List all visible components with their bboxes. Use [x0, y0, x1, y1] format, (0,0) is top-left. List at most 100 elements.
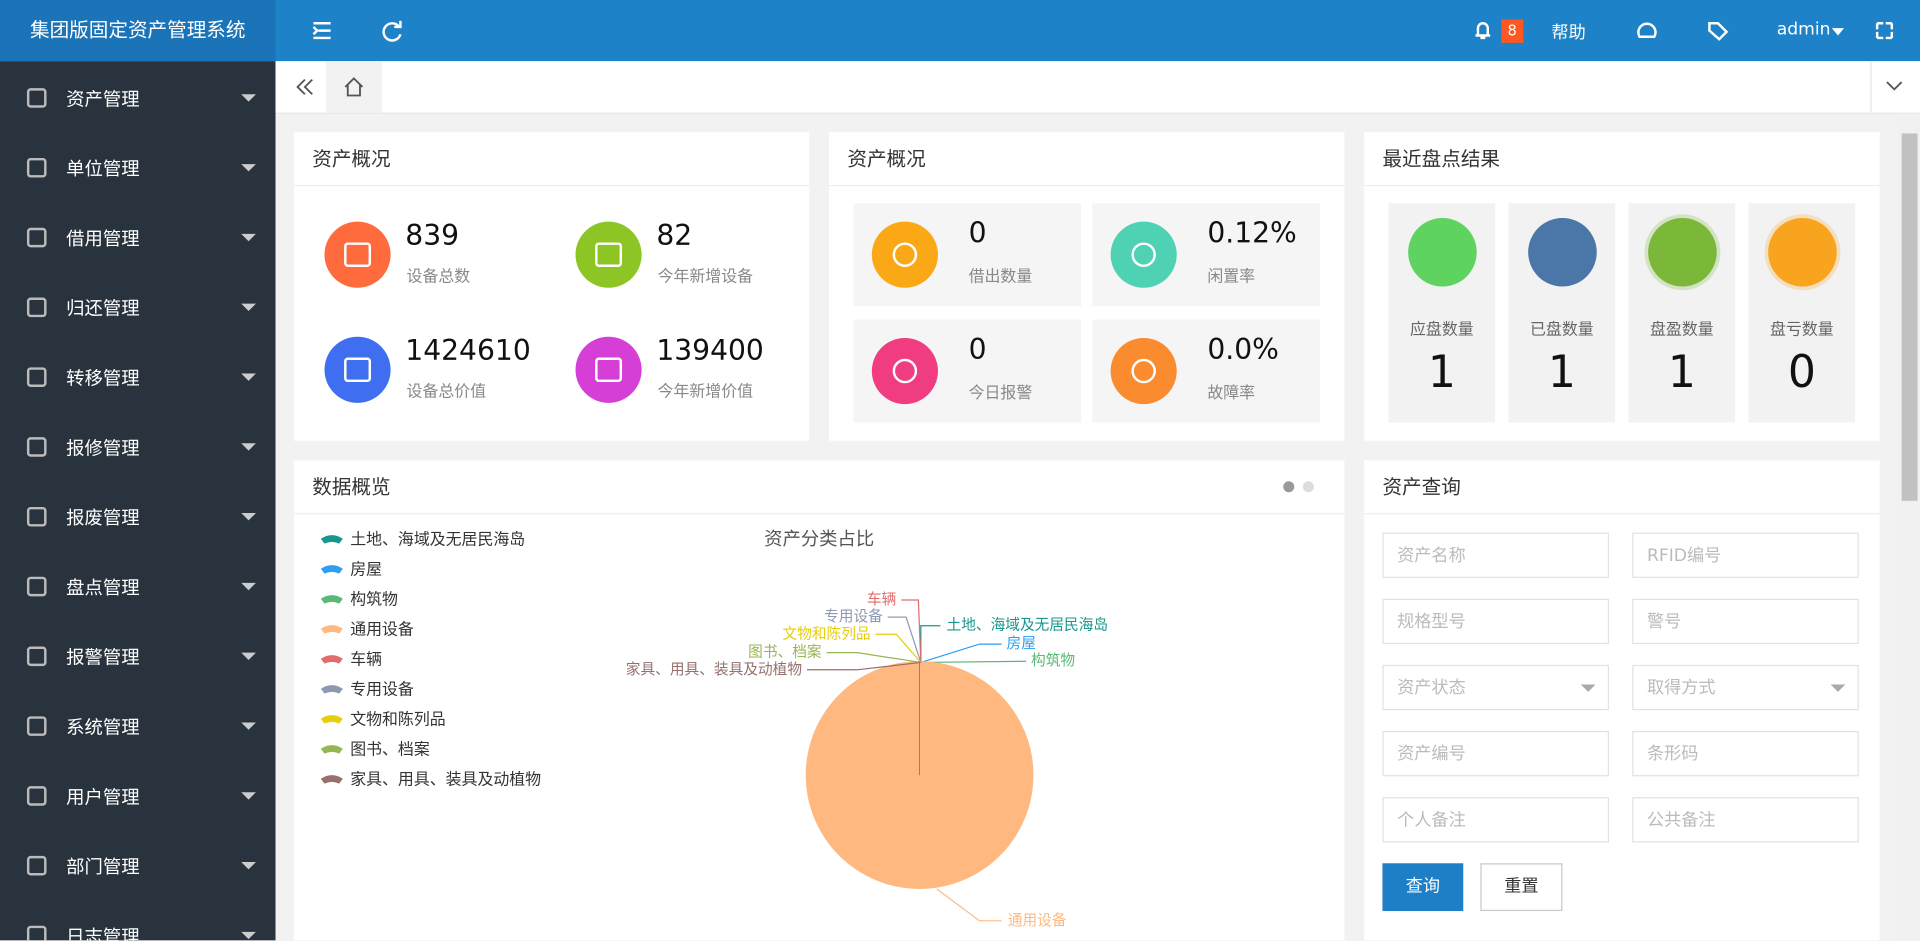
refresh[interactable] [382, 20, 402, 42]
stat-value: 839 [405, 220, 460, 253]
menu-item[interactable]: 日志管理 [0, 900, 276, 941]
carousel-dot[interactable] [1302, 481, 1314, 493]
stat-icon-glyph [892, 358, 918, 384]
inventory-label: 应盘数量 [1409, 320, 1474, 340]
legend-swatch [320, 565, 343, 574]
menu-item[interactable]: 部门管理 [0, 830, 276, 900]
tab-more[interactable] [1886, 81, 1903, 91]
stat-value: 0.12% [1207, 217, 1297, 250]
input-field[interactable]: 资产名称 [1382, 532, 1609, 578]
legend-swatch [320, 685, 343, 694]
menu-icon [26, 576, 47, 597]
panel-title: 最近盘点结果 [1364, 132, 1880, 187]
menu-caret [241, 233, 256, 242]
reset-button[interactable]: 重置 [1480, 863, 1563, 912]
bell[interactable] [1475, 22, 1491, 40]
inventory-label: 盘盈数量 [1649, 320, 1714, 340]
legend-label: 构筑物 [350, 590, 398, 609]
leader-line [901, 599, 922, 663]
legend-label: 车辆 [350, 650, 382, 669]
inventory-icon [1528, 217, 1597, 287]
input-field[interactable]: 警号 [1632, 598, 1859, 645]
stat-icon [575, 336, 642, 403]
menu-caret [241, 443, 256, 451]
menu-item[interactable]: 报警管理 [0, 621, 276, 691]
menu-icon [26, 855, 47, 876]
user[interactable]: admin [1776, 19, 1831, 40]
menu-item[interactable]: 资产管理 [0, 62, 276, 132]
menu-caret [241, 582, 256, 591]
theme[interactable] [1637, 22, 1657, 38]
legend-label: 通用设备 [350, 620, 414, 639]
menu-label: 系统管理 [66, 716, 140, 739]
menu-label: 资产管理 [66, 88, 140, 111]
search-button[interactable]: 查询 [1382, 863, 1464, 912]
leader-line [887, 616, 922, 663]
menu-item[interactable]: 盘点管理 [0, 551, 276, 621]
stat-icon [324, 336, 391, 403]
fullscreen[interactable] [1875, 22, 1894, 40]
query-panel: 资产查询 资产名称 RFID编号 规格型号 警号 资产状态 取得方式 资产编号 条形码 个人备注公… [1364, 460, 1880, 941]
legend-swatch [320, 535, 343, 544]
inventory-icon [1408, 217, 1477, 287]
chart-title: 资产分类占比 [764, 529, 874, 550]
leader-line [875, 633, 922, 663]
menu-caret [241, 513, 256, 521]
stat-label: 借出数量 [968, 268, 1033, 287]
leader-line [826, 652, 921, 664]
stat-value: 1424610 [405, 335, 531, 368]
menu-item[interactable]: 报修管理 [0, 411, 276, 481]
input-field[interactable]: 个人备注 [1382, 797, 1609, 843]
input-field[interactable]: 规格型号 [1382, 598, 1609, 645]
leader-line [920, 643, 1002, 664]
menu-item[interactable]: 报废管理 [0, 481, 276, 551]
menu-icon [26, 716, 47, 736]
menu-item[interactable]: 归还管理 [0, 272, 276, 342]
input-field[interactable]: 资产编号 [1382, 731, 1609, 777]
menu-toggle[interactable] [312, 22, 331, 40]
legend-swatch [320, 595, 343, 604]
legend-swatch [320, 775, 343, 784]
menu-item[interactable]: 转移管理 [0, 342, 276, 412]
collapse[interactable] [296, 78, 313, 95]
legend-swatch [320, 745, 343, 754]
stat-label: 设备总数 [406, 268, 471, 287]
input-field[interactable]: 资产状态 [1382, 664, 1609, 711]
menu-item[interactable]: 用户管理 [0, 760, 276, 830]
stat-value: 0 [968, 217, 987, 250]
input-field[interactable]: RFID编号 [1632, 532, 1859, 578]
stat-label: 今日报警 [968, 384, 1033, 403]
menu-label: 报修管理 [66, 437, 140, 460]
input-field[interactable]: 公共备注 [1632, 797, 1859, 843]
carousel-dot[interactable] [1283, 481, 1295, 493]
menu-item[interactable]: 系统管理 [0, 691, 276, 761]
leader-line [936, 888, 1002, 922]
tag[interactable] [1708, 22, 1729, 41]
input-field[interactable]: 取得方式 [1632, 664, 1859, 711]
sidebar: 资产管理单位管理 借用管理 归还管理 转移管理报修管理报废管理 盘点管理 报警管理系统管理… [0, 61, 276, 941]
slice-label: 构筑物 [1031, 652, 1075, 669]
menu-caret [241, 303, 256, 312]
app-title: 集团版固定资产管理系统 [0, 0, 276, 62]
menu-item[interactable]: 单位管理 [0, 132, 276, 202]
stat-icon-glyph [1131, 242, 1156, 267]
menu-caret [241, 862, 256, 870]
scrollbar [1899, 113, 1920, 941]
home-icon [344, 77, 364, 97]
tab-icons [296, 61, 1903, 113]
input-field[interactable]: 条形码 [1632, 731, 1859, 777]
stat-icon-glyph [344, 242, 372, 267]
leader-line [920, 660, 1027, 664]
inventory-label: 盘亏数量 [1769, 320, 1834, 340]
stat-icon-glyph [1131, 358, 1156, 384]
help[interactable]: 帮助 [1551, 23, 1586, 43]
badge: 8 [1501, 19, 1524, 43]
slice-label: 房屋 [1007, 635, 1036, 652]
menu-icon [26, 157, 47, 178]
home-tab[interactable] [325, 61, 383, 113]
menu-item[interactable]: 借用管理 [0, 202, 276, 272]
menu-caret [241, 94, 256, 102]
select-caret [1830, 684, 1846, 692]
